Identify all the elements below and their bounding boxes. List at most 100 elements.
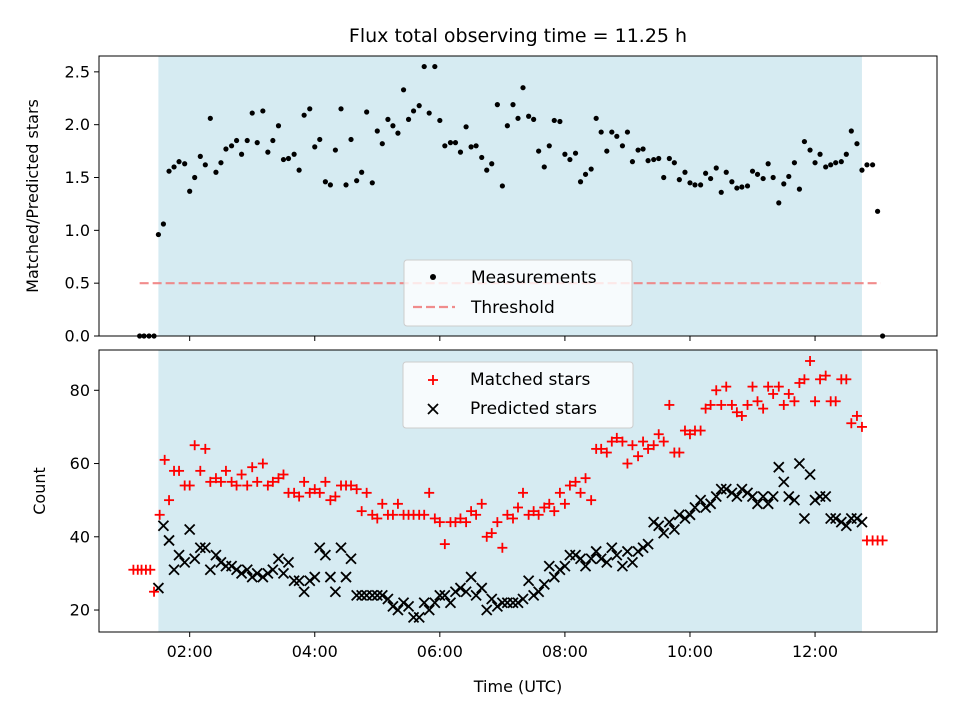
predicted-point [825,512,837,525]
measurement-point [739,184,745,190]
predicted-point [351,589,363,602]
measurement-point [708,175,714,182]
top-y-label: Matched/Predicted stars [23,99,42,293]
predicted-point [449,586,462,598]
measurement-points [137,63,886,339]
bottom-axes-frame [98,349,938,633]
predicted-point [225,560,238,572]
measurement-point [410,108,417,114]
matched-point [159,454,170,465]
matched-point [320,476,331,487]
measurement-point [703,170,709,176]
matched-point [278,469,289,480]
matched-point [377,498,388,509]
predicted-point [460,586,472,598]
matched-point [810,396,821,407]
bottom-x-tick-label: 08:00 [542,642,588,661]
measurement-point [405,116,412,122]
matched-point [262,480,273,491]
measurement-point [473,143,479,149]
matched-point [461,517,472,528]
predicted-point [616,560,629,572]
measurement-point [228,143,235,149]
measurement-point [452,140,459,146]
measurement-point [536,148,542,154]
matched-point [164,495,175,506]
top-axes-frame [98,55,938,337]
matched-point [184,480,195,491]
measurement-point [682,169,688,175]
measurement-point [760,175,766,182]
predicted-point [543,560,555,572]
matched-point [731,407,742,418]
measurement-point [182,161,188,167]
measurement-point [364,109,370,115]
measurement-point [588,166,594,172]
measurement-point [270,137,276,144]
matched-point [189,440,200,451]
predicted-point [554,564,566,576]
predicted-point [626,556,639,569]
measurement-point [781,181,787,187]
matched-point [299,476,310,487]
measurement-point [859,167,865,173]
predicted-point [731,490,743,503]
matched-point [289,487,300,498]
measurement-point [629,159,636,165]
predicted-point [736,483,748,495]
predicted-point [340,571,352,583]
predicted-point [527,589,540,602]
predicted-point [476,582,488,594]
measurement-point [312,144,318,150]
predicted-point [642,538,654,550]
matched-point [439,539,450,550]
matched-point [794,377,805,388]
matched-point [392,498,403,509]
predicted-point [653,520,665,532]
top-y-tick-label: 0.0 [65,327,90,346]
predicted-point [439,589,451,602]
measurement-point [531,116,537,122]
measurement-point [828,162,834,168]
bottom-x-tick-label: 06:00 [417,642,463,661]
measurement-point [479,154,485,161]
matched-point [236,469,247,480]
matched-point [684,429,695,440]
measurement-point [718,189,724,195]
bottom-y-axis: 20 40 60 80 [70,381,99,620]
matched-point [711,385,722,396]
matched-point [768,388,779,399]
measurement-point [843,151,849,157]
measurement-point [562,151,568,157]
predicted-point [726,487,738,499]
matched-point [304,487,315,498]
predicted-point [606,542,618,554]
measurement-point [661,174,667,181]
top-x-ticks [189,336,816,341]
matched-point [205,476,216,487]
measurement-point [400,87,407,93]
predicted-point [246,571,258,583]
predicted-point [569,549,582,561]
measurement-point [447,140,454,146]
matched-point [763,381,774,392]
measurement-point [416,103,422,109]
measurement-point [546,143,552,149]
measurement-point [489,161,495,167]
measurement-point [567,156,573,163]
measurement-point [223,146,229,152]
predicted-point [783,490,795,503]
matched-point [507,513,518,524]
matched-point [575,487,586,498]
predicted-point [663,516,675,528]
predicted-point [840,520,852,532]
measurement-point [833,160,839,166]
predicted-point [793,457,806,470]
measurement-point [656,155,662,162]
measurement-point [348,136,354,143]
matched-point [450,517,461,528]
matched-point [638,436,649,447]
measurement-point [484,167,490,173]
measurement-point [582,171,589,177]
